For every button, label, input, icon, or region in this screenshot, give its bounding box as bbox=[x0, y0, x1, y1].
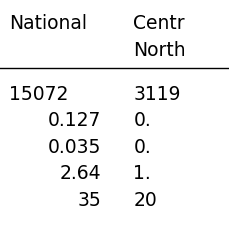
Text: North: North bbox=[133, 41, 185, 60]
Text: 2.64: 2.64 bbox=[59, 164, 101, 182]
Text: National: National bbox=[9, 14, 87, 33]
Text: 3119: 3119 bbox=[133, 85, 180, 103]
Text: 0.035: 0.035 bbox=[48, 137, 101, 156]
Text: 15072: 15072 bbox=[9, 85, 68, 103]
Text: 0.: 0. bbox=[133, 137, 150, 156]
Text: 0.127: 0.127 bbox=[48, 111, 101, 130]
Text: 20: 20 bbox=[133, 190, 156, 209]
Text: Centr: Centr bbox=[133, 14, 184, 33]
Text: 0.: 0. bbox=[133, 111, 150, 130]
Text: 1.: 1. bbox=[133, 164, 150, 182]
Text: 35: 35 bbox=[77, 190, 101, 209]
